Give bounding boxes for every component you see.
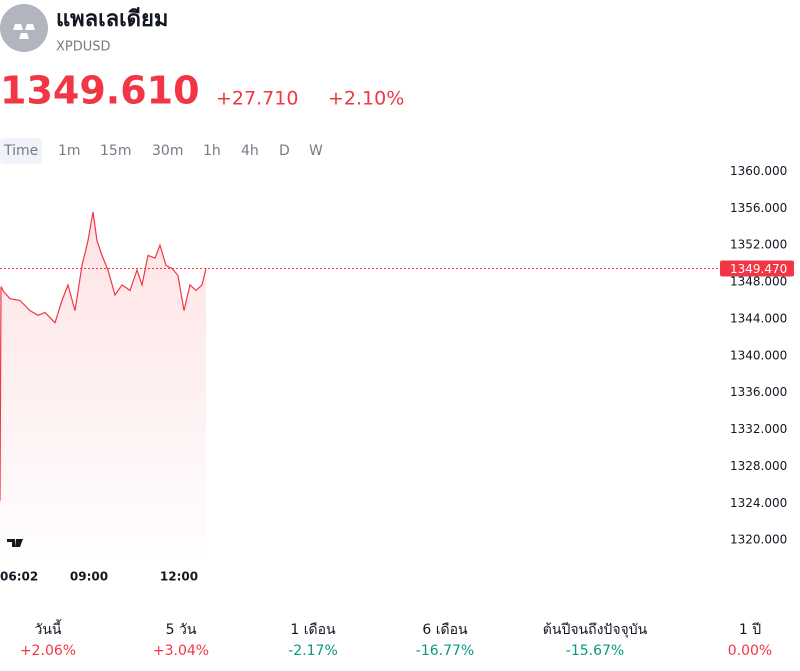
last-price-label: 1349.470 — [730, 262, 787, 276]
timeframe-button[interactable]: 15m — [100, 143, 131, 159]
timeframe-button[interactable]: 30m — [152, 143, 183, 159]
timeframe-button[interactable]: 1m — [58, 143, 81, 159]
performance-period[interactable]: 6 เดือน — [422, 622, 468, 638]
performance-period[interactable]: ต้นปีจนถึงปัจจุบัน — [543, 622, 648, 638]
area — [0, 212, 206, 555]
performance-period[interactable]: 1 เดือน — [290, 622, 336, 638]
y-tick-label: 1344.000 — [730, 311, 787, 325]
symbol-ticker: XPDUSD — [56, 40, 111, 55]
y-tick-label: 1320.000 — [730, 533, 787, 547]
y-tick-label: 1348.000 — [730, 275, 787, 289]
performance-value: +3.04% — [153, 643, 209, 659]
timeframe-button[interactable]: W — [309, 143, 323, 159]
performance-value: 0.00% — [728, 643, 772, 659]
performance-period[interactable]: วันนี้ — [34, 619, 62, 638]
timeframe-button[interactable]: D — [279, 143, 290, 159]
last-price-badge — [720, 260, 794, 277]
timeframe-button[interactable]: 1h — [203, 143, 221, 159]
performance-period[interactable]: 1 ปี — [739, 622, 761, 638]
x-tick-label: 06:02 — [0, 570, 38, 584]
performance-value: -16.77% — [416, 643, 474, 659]
price-change-percent: +2.10% — [328, 88, 404, 110]
y-tick-label: 1356.000 — [730, 201, 787, 215]
price: 1349.610 — [0, 69, 200, 113]
y-tick-label: 1336.000 — [730, 385, 787, 399]
symbol-icon — [0, 4, 48, 52]
performance-period[interactable]: 5 วัน — [166, 622, 197, 638]
y-tick-label: 1324.000 — [730, 496, 787, 510]
performance-value: -15.67% — [566, 643, 624, 659]
y-tick-label: 1352.000 — [730, 238, 787, 252]
y-tick-label: 1332.000 — [730, 422, 787, 436]
y-tick-label: 1360.000 — [730, 164, 787, 178]
performance-value: +2.06% — [20, 643, 76, 659]
y-axis: 1320.000 1324.000 1328.000 1332.000 1336.000… — [730, 164, 787, 547]
timeframe-button[interactable]: 4h — [241, 143, 259, 159]
x-tick-label: 09:00 — [70, 570, 108, 584]
price-line — [0, 211, 207, 501]
y-tick-label: 1340.000 — [730, 348, 787, 362]
timeframe-active-bg — [0, 138, 42, 164]
timeframe-button[interactable]: Time — [3, 143, 38, 159]
performance-value: -2.17% — [288, 643, 338, 659]
price-change: +27.710 — [216, 88, 298, 110]
symbol-name: แพลเลเดียม — [56, 7, 168, 32]
y-tick-label: 1328.000 — [730, 459, 787, 473]
x-tick-label: 12:00 — [160, 570, 198, 584]
